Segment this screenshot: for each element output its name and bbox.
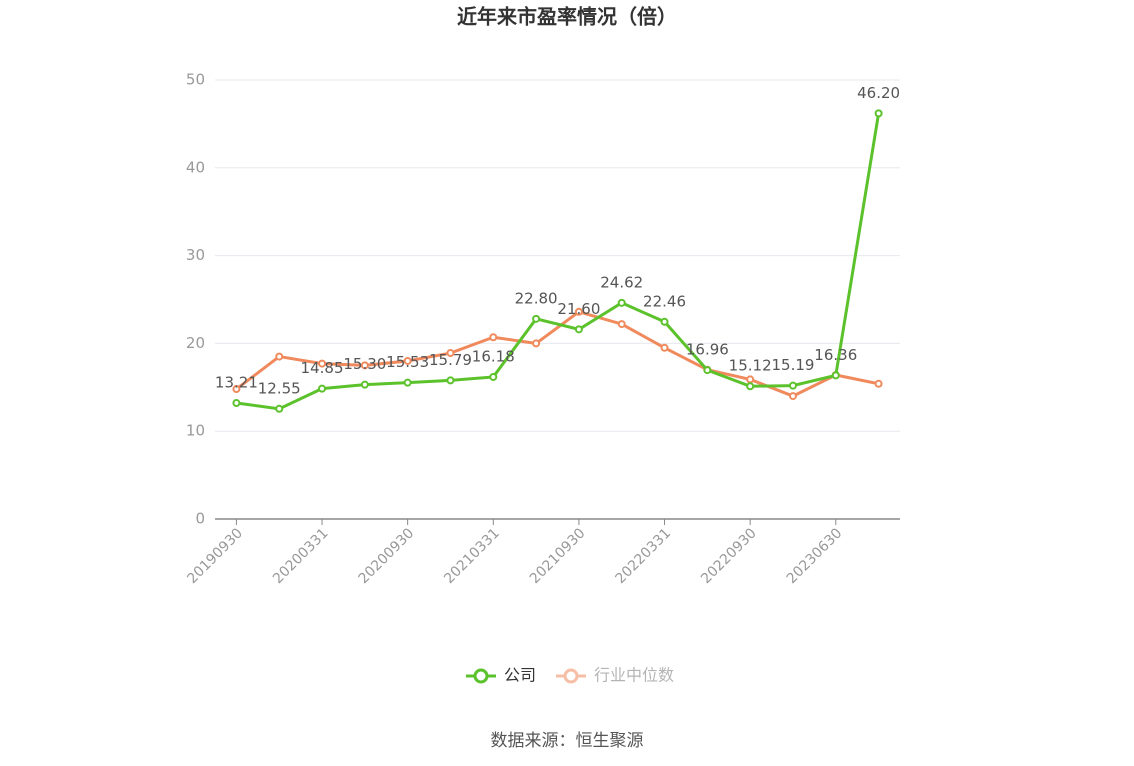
point: [360, 361, 369, 370]
legend-marker: [473, 668, 489, 684]
point: [746, 375, 755, 384]
point: [788, 381, 797, 390]
source-note: 数据来源：恒生聚源: [491, 731, 644, 751]
y-tick-label: 50: [186, 71, 205, 89]
point: [617, 320, 626, 329]
data-label: 16.36: [814, 346, 857, 364]
point: [532, 339, 541, 348]
data-label: 12.55: [258, 379, 301, 397]
data-label: 16.18: [472, 347, 515, 365]
series-line: [235, 310, 879, 398]
point: [703, 366, 712, 375]
point: [831, 371, 840, 380]
data-label: 22.46: [643, 292, 686, 310]
x-tick-label: 20230630: [784, 525, 846, 587]
x-tick-label: 20220331: [612, 525, 674, 587]
point: [660, 317, 669, 326]
x-tick-label: 20200930: [356, 525, 418, 587]
y-tick-label: 0: [195, 510, 205, 528]
data-label: 22.80: [515, 289, 558, 307]
data-label: 16.96: [686, 341, 729, 359]
x-tick-label: 20220930: [698, 525, 760, 587]
legend-marker: [563, 668, 579, 684]
point: [574, 307, 583, 316]
point: [617, 298, 626, 307]
legend-item: 公司: [466, 666, 536, 685]
data-label: 15.19: [771, 356, 814, 374]
series-line: [236, 113, 881, 411]
point: [660, 343, 669, 352]
point: [360, 380, 369, 389]
y-tick-label: 30: [186, 246, 205, 264]
point: [446, 349, 455, 358]
point: [232, 385, 241, 394]
data-label: 15.53: [386, 353, 429, 371]
point: [446, 376, 455, 385]
x-tick-label: 20190930: [184, 525, 246, 587]
chart-title: 近年来市盈率情况（倍）: [457, 5, 677, 29]
data-label: 13.21: [215, 374, 258, 392]
data-label: 21.60: [557, 300, 600, 318]
point: [403, 356, 412, 365]
point: [275, 404, 284, 413]
point: [874, 109, 883, 118]
point: [318, 359, 327, 368]
point: [489, 372, 498, 381]
point: [574, 325, 583, 334]
data-label: 15.79: [429, 351, 472, 369]
data-label: 24.62: [600, 273, 643, 291]
data-label: 15.30: [343, 355, 386, 373]
y-tick-label: 20: [186, 334, 205, 352]
y-tick-label: 10: [186, 422, 205, 440]
x-tick-label: 20210331: [441, 525, 503, 587]
data-label: 46.20: [857, 84, 900, 102]
point: [874, 379, 883, 388]
x-tick-label: 20210930: [527, 525, 589, 587]
legend-item: 行业中位数: [556, 666, 674, 685]
data-label: 15.12: [729, 357, 772, 375]
point: [788, 392, 797, 401]
point: [489, 333, 498, 342]
point: [746, 382, 755, 391]
legend-label: 行业中位数: [594, 666, 674, 685]
point: [275, 352, 284, 361]
point: [403, 378, 412, 387]
y-tick-label: 40: [186, 158, 205, 176]
data-label: 14.85: [301, 359, 344, 377]
point: [532, 314, 541, 323]
point: [318, 384, 327, 393]
x-tick-label: 20200331: [270, 525, 332, 587]
point: [232, 399, 241, 408]
legend-label: 公司: [504, 666, 536, 685]
